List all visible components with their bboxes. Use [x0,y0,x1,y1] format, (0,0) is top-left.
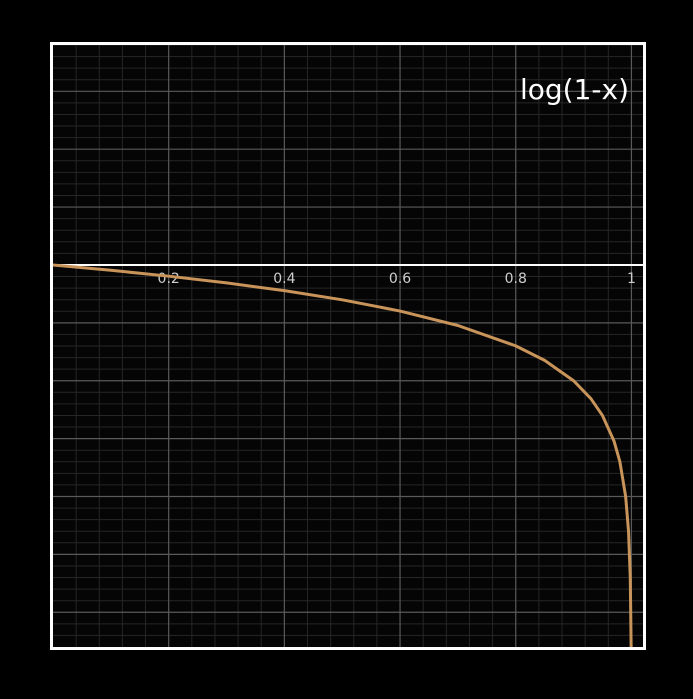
x-tick-label: 1 [627,271,636,287]
chart-title: log(1-x) [519,73,629,106]
x-tick-label: 0.6 [389,271,411,287]
x-tick-label: 0.8 [505,271,527,287]
x-tick-label: 0.4 [273,271,295,287]
plot-area: 0.2 0.4 0.6 0.8 1 log(1-x) [50,42,646,650]
series-line [53,263,633,647]
chart-canvas: 0.2 0.4 0.6 0.8 1 [53,45,643,647]
x-tick-label: 0.2 [158,271,180,287]
